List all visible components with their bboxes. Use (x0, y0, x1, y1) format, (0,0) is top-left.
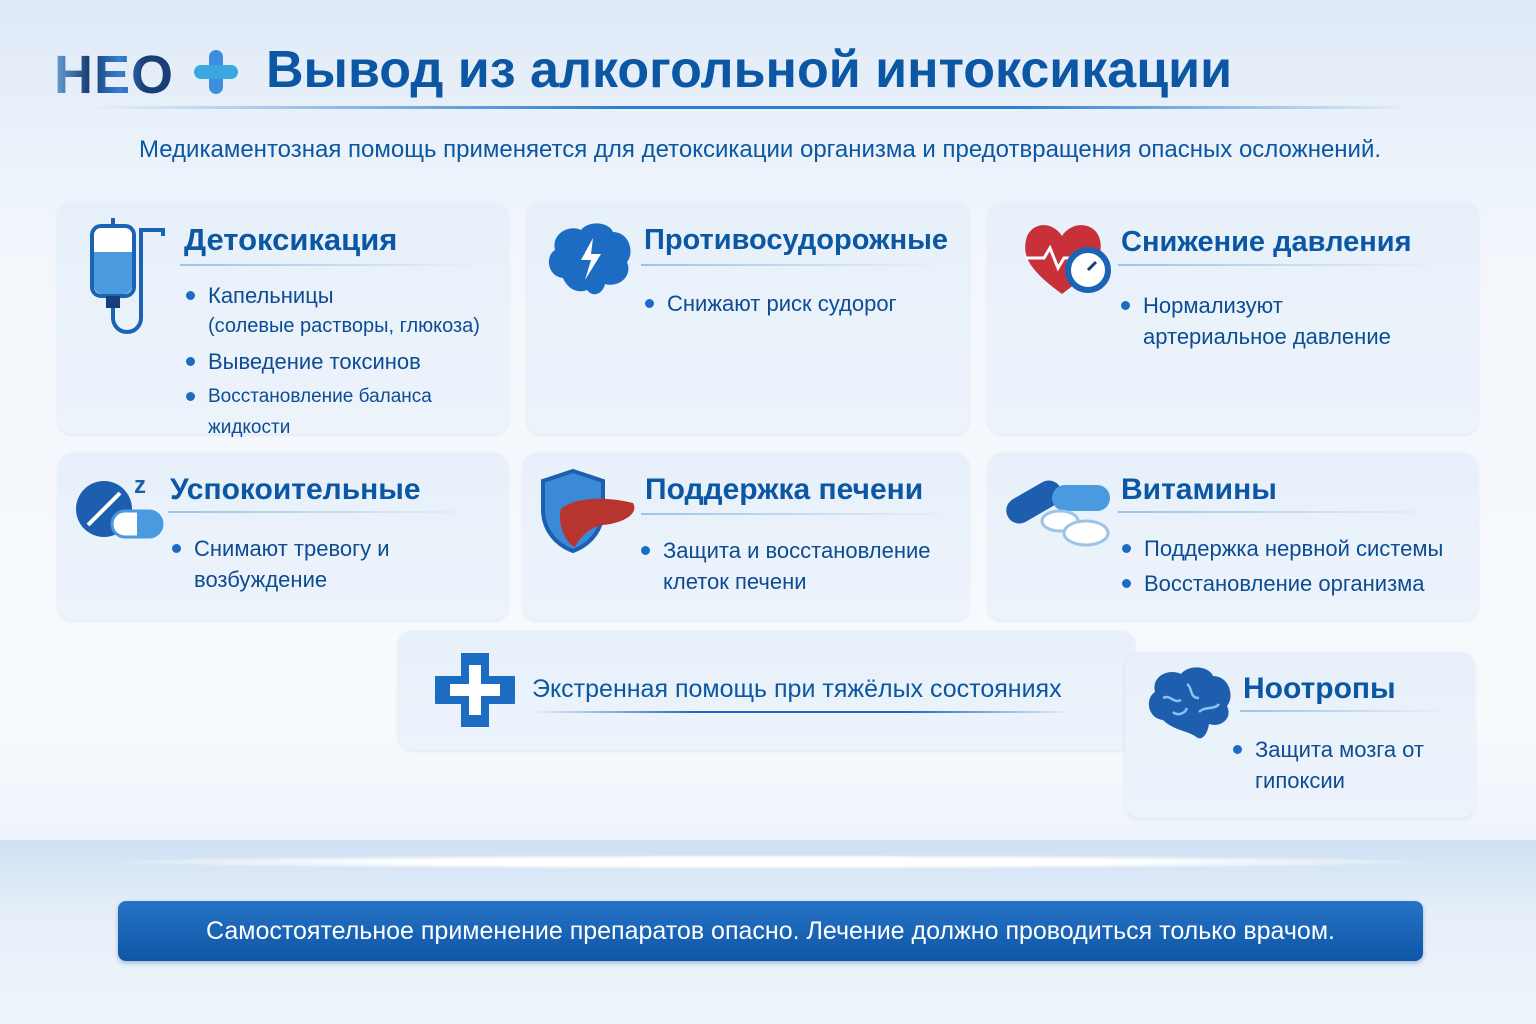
card-liver-support: Поддержка печени Защита и восстановление… (523, 453, 969, 620)
brain-icon (1148, 667, 1231, 739)
title-divider (90, 106, 1410, 109)
card-anticonvulsants: Противосудорожные Снижают риск судорог (527, 202, 969, 434)
card-nootropics: Ноотропы Защита мозга от гипоксии (1125, 652, 1475, 818)
list-item: Защита мозга от гипоксии (1233, 734, 1433, 796)
card-title: Ноотропы (1243, 672, 1396, 705)
card-list: Нормализуют артериальное давление (1121, 290, 1411, 356)
card-title: Противосудорожные (644, 224, 949, 256)
list-item: Снижают риск судорог (645, 288, 945, 319)
card-list: Защита мозга от гипоксии (1233, 734, 1433, 800)
card-sedatives: z Успокоительные Снимают тревогу и возбу… (58, 453, 508, 620)
card-title: Витамины (1121, 473, 1277, 506)
iv-drip-icon (90, 218, 165, 334)
logo-text: НЕО (54, 45, 175, 105)
list-item: Восстановление организма (1122, 568, 1462, 599)
sleep-pills-icon: z (76, 472, 164, 539)
card-list: Капельницы (солевые растворы, глюкоза) Вы… (186, 280, 506, 447)
card-title: Поддержка печени (645, 473, 924, 506)
list-item: Восстановление баланса жидкости (186, 381, 506, 443)
liver-shield-icon (541, 469, 635, 554)
card-detox: Детоксикация Капельницы (солевые растворы… (58, 202, 508, 438)
page-title: Вывод из алкогольной интоксикации (266, 41, 1233, 99)
card-blood-pressure: Снижение давления Нормализуют артериальн… (988, 202, 1478, 434)
page-subtitle: Медикаментозная помощь применяется для д… (138, 136, 1382, 163)
card-title: Снижение давления (1121, 226, 1412, 258)
list-item: Поддержка нервной системы (1122, 533, 1462, 564)
card-vitamins: Витамины Поддержка нервной системы Восст… (988, 453, 1478, 620)
list-item: Выведение токсинов (186, 346, 506, 377)
svg-text:z: z (134, 472, 146, 499)
card-title: Успокоительные (170, 473, 421, 506)
list-item: Капельницы (солевые растворы, глюкоза) (186, 280, 506, 342)
logo-plus-icon (194, 50, 238, 94)
medical-cross-icon (435, 653, 515, 727)
list-item: Снимают тревогу и возбуждение (172, 533, 402, 595)
card-title: Детоксикация (184, 222, 398, 257)
warning-text: Самостоятельное применение препаратов оп… (206, 916, 1335, 945)
list-item: Нормализуют артериальное давление (1121, 290, 1411, 352)
warning-banner: Самостоятельное применение препаратов оп… (118, 901, 1423, 961)
emergency-text: Экстренная помощь при тяжёлых состояниях (532, 675, 1062, 703)
list-item: Защита и восстановление клеток печени (641, 535, 941, 597)
emergency-card: Экстренная помощь при тяжёлых состояниях (398, 631, 1135, 750)
card-list: Поддержка нервной системы Восстановление… (1122, 533, 1462, 603)
card-list: Снимают тревогу и возбуждение (172, 533, 402, 599)
vitamin-pills-icon (1006, 480, 1110, 547)
brain-lightning-icon (548, 223, 631, 295)
card-list: Защита и восстановление клеток печени (641, 535, 941, 601)
heart-pressure-gauge-icon (1025, 225, 1111, 294)
card-list: Снижают риск судорог (645, 288, 945, 323)
